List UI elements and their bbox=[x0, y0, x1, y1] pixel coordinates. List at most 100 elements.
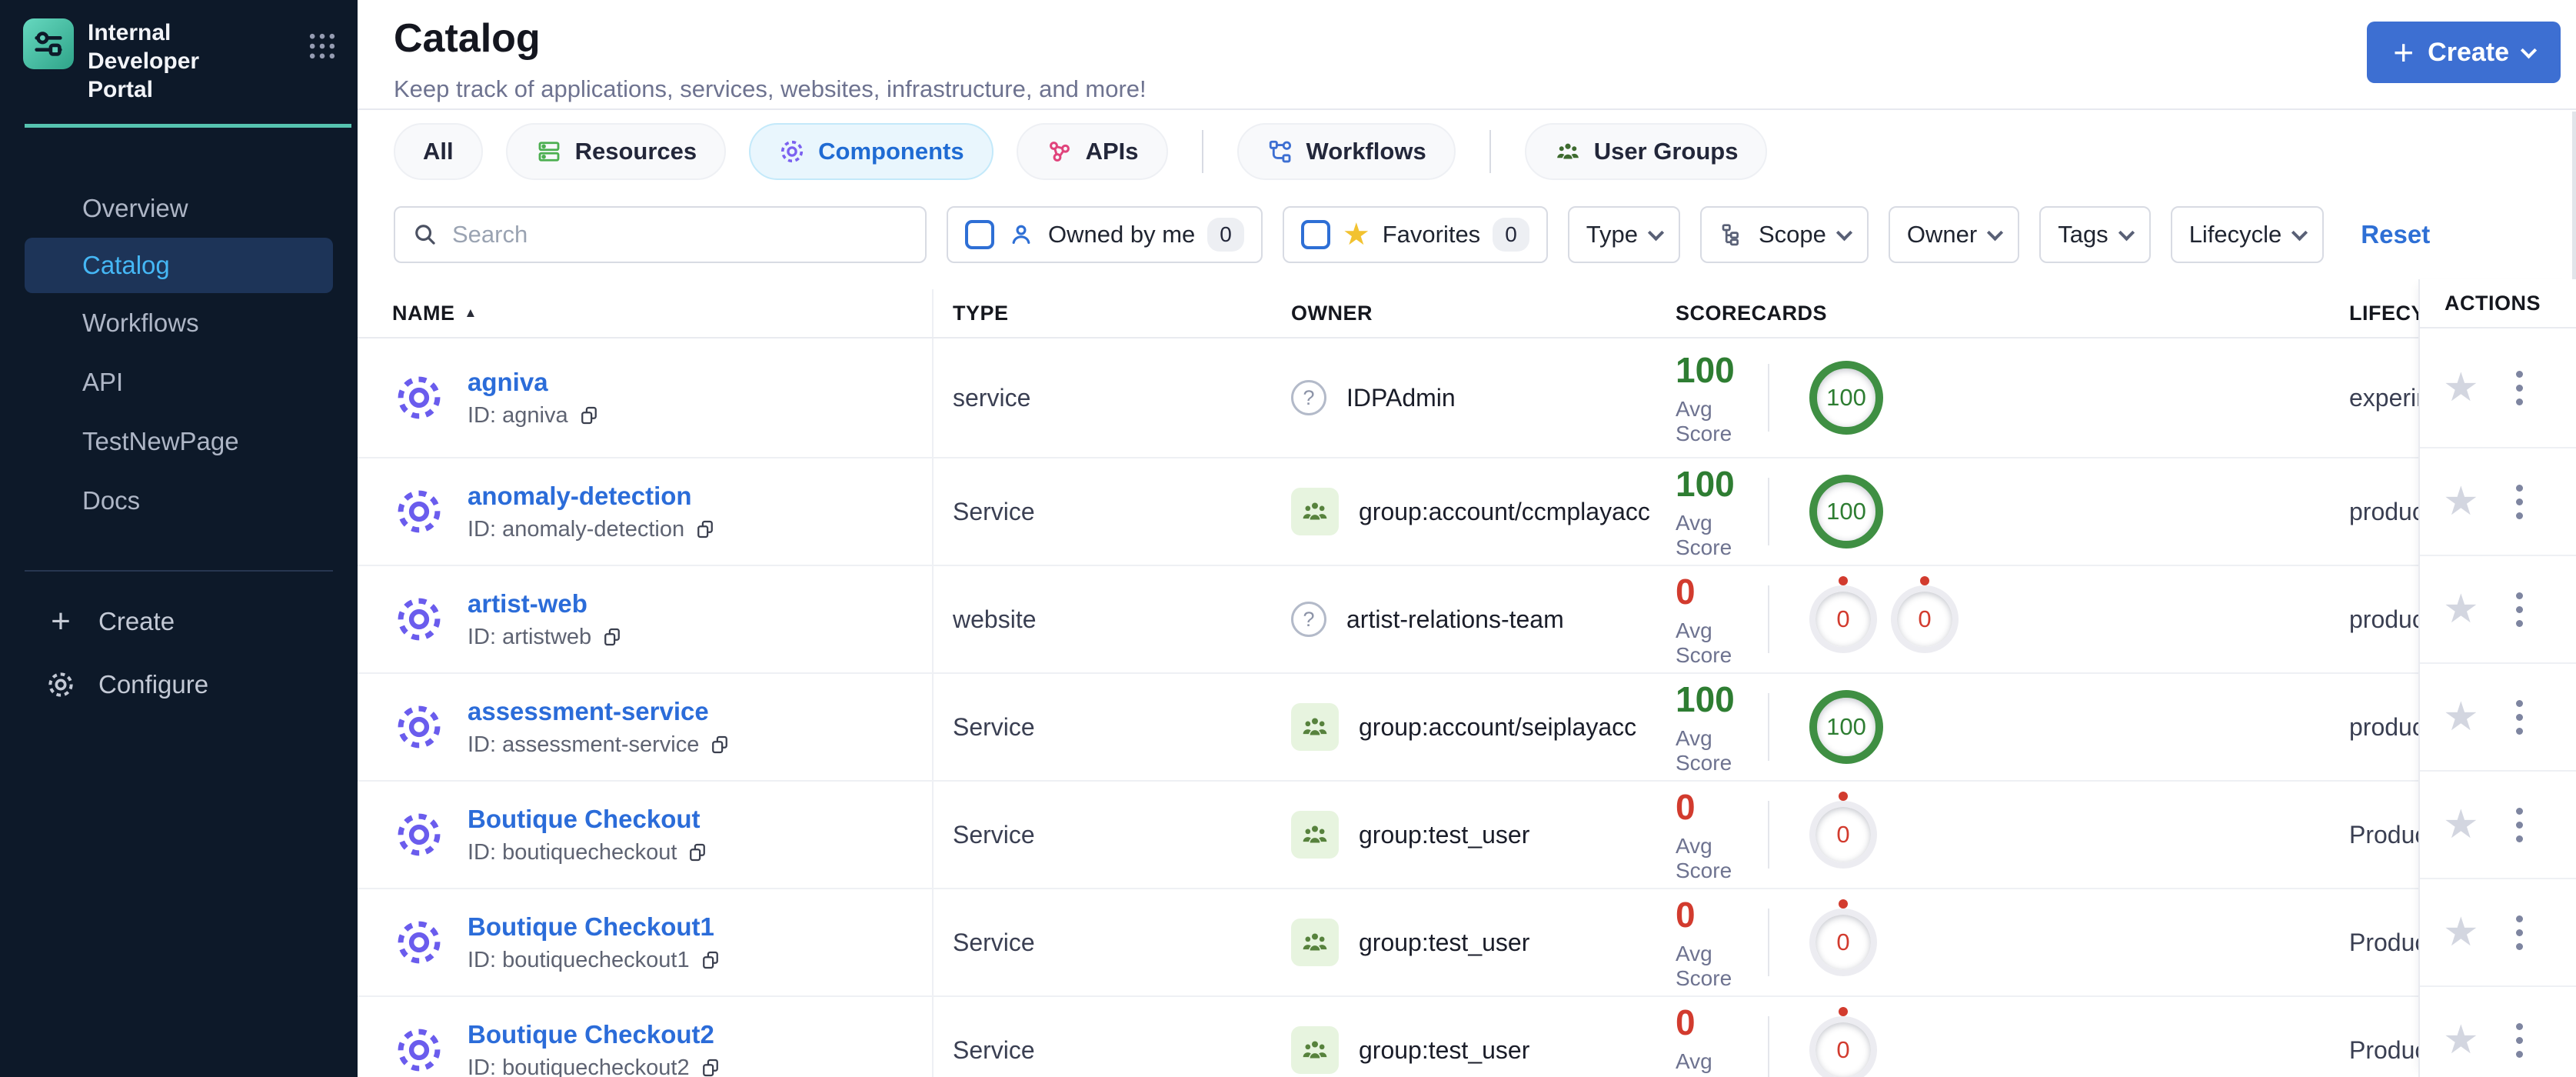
copy-icon[interactable] bbox=[601, 625, 624, 649]
entity-type: Service bbox=[953, 1035, 1035, 1064]
copy-icon[interactable] bbox=[699, 1056, 722, 1077]
sidebar-item-catalog[interactable]: Catalog bbox=[25, 238, 333, 293]
kebab-menu-icon[interactable] bbox=[2511, 911, 2528, 955]
search-box bbox=[394, 206, 927, 263]
dropdown-label: Owner bbox=[1906, 221, 1978, 248]
table-row[interactable]: artist-web ID: artistweb website artist-… bbox=[358, 566, 2576, 674]
lifecycle-dropdown[interactable]: Lifecycle bbox=[2170, 206, 2325, 263]
type-dropdown[interactable]: Type bbox=[1567, 206, 1680, 263]
tab-user-groups[interactable]: User Groups bbox=[1524, 123, 1768, 180]
scorecards-cell: 0 Avg Score 0 bbox=[1676, 1002, 2349, 1077]
kebab-menu-icon[interactable] bbox=[2511, 1019, 2528, 1062]
entity-name-link[interactable]: artist-web bbox=[468, 589, 587, 618]
scorecards-cell: 0 Avg Score 0 bbox=[1676, 894, 2349, 991]
table-row[interactable]: Boutique Checkout2 ID: boutiquecheckout2… bbox=[358, 997, 2576, 1077]
copy-icon[interactable] bbox=[694, 518, 717, 541]
sidebar-item-workflows[interactable]: Workflows bbox=[82, 308, 199, 337]
entity-name-link[interactable]: agniva bbox=[468, 367, 548, 396]
favorites-filter[interactable]: ★ Favorites 0 bbox=[1282, 206, 1548, 263]
scorecard-circle[interactable]: 0 bbox=[1809, 899, 1877, 976]
component-gear-icon bbox=[392, 808, 446, 862]
favorite-star-icon[interactable]: ★ bbox=[2443, 695, 2479, 739]
favorite-star-icon[interactable]: ★ bbox=[2443, 910, 2479, 955]
hierarchy-icon bbox=[1722, 224, 1739, 246]
copy-icon[interactable] bbox=[699, 949, 722, 972]
entity-name-link[interactable]: Boutique Checkout1 bbox=[468, 912, 714, 941]
favorite-star-icon[interactable]: ★ bbox=[2443, 1018, 2479, 1062]
app-logo-icon bbox=[23, 18, 74, 69]
scorecard-circle[interactable]: 0 bbox=[1809, 576, 1877, 653]
search-input[interactable] bbox=[452, 221, 910, 248]
kebab-menu-icon[interactable] bbox=[2511, 588, 2528, 632]
owned-by-me-checkbox[interactable] bbox=[965, 220, 994, 249]
chevron-down-icon bbox=[2118, 224, 2135, 241]
chevron-down-icon bbox=[2520, 42, 2538, 58]
entity-name-link[interactable]: anomaly-detection bbox=[468, 481, 692, 510]
favorite-star-icon[interactable]: ★ bbox=[2443, 365, 2479, 410]
tab-apis[interactable]: APIs bbox=[1016, 123, 1168, 180]
sidebar-item-docs[interactable]: Docs bbox=[82, 485, 141, 515]
entity-id: ID: anomaly-detection bbox=[468, 517, 717, 542]
sidebar-configure-button[interactable]: Configure bbox=[0, 653, 358, 716]
tabs-divider bbox=[1489, 130, 1491, 173]
chevron-down-icon bbox=[1647, 224, 1665, 241]
scope-dropdown[interactable]: Scope bbox=[1699, 206, 1869, 263]
kebab-menu-icon[interactable] bbox=[2511, 480, 2528, 524]
sidebar-item-testnewpage[interactable]: TestNewPage bbox=[82, 426, 239, 455]
row-actions: ★ bbox=[2420, 879, 2576, 987]
owned-by-me-label: Owned by me bbox=[1048, 221, 1196, 248]
sidebar-create-label: Create bbox=[98, 607, 175, 635]
avg-score-value: 0 bbox=[1676, 572, 1696, 612]
tab-workflows[interactable]: Workflows bbox=[1236, 123, 1456, 180]
row-actions: ★ bbox=[2420, 328, 2576, 448]
table-row[interactable]: agniva ID: agniva service IDPAdmin 100 bbox=[358, 338, 2576, 458]
tab-all[interactable]: All bbox=[394, 123, 483, 180]
column-header-scorecards: SCORECARDS bbox=[1676, 301, 1828, 325]
entity-name-link[interactable]: Boutique Checkout2 bbox=[468, 1019, 714, 1049]
entity-name-link[interactable]: assessment-service bbox=[468, 696, 709, 725]
kebab-menu-icon[interactable] bbox=[2511, 803, 2528, 847]
tab-label: APIs bbox=[1085, 138, 1139, 165]
component-gear-icon bbox=[392, 485, 446, 538]
table-row[interactable]: Boutique Checkout ID: boutiquecheckout S… bbox=[358, 782, 2576, 889]
owned-by-me-filter[interactable]: Owned by me 0 bbox=[947, 206, 1263, 263]
user-groups-icon bbox=[1556, 143, 1579, 159]
api-icon bbox=[1049, 142, 1070, 162]
favorite-star-icon[interactable]: ★ bbox=[2443, 479, 2479, 524]
favorite-star-icon[interactable]: ★ bbox=[2443, 802, 2479, 847]
entity-owner: group:test_user bbox=[1291, 811, 1676, 859]
entity-kind-tabs: All Resources Components bbox=[394, 122, 2576, 181]
scorecard-circle[interactable]: 100 bbox=[1809, 475, 1883, 549]
sidebar-create-button[interactable]: + Create bbox=[0, 590, 358, 653]
owner-dropdown[interactable]: Owner bbox=[1888, 206, 2020, 263]
reset-filters-link[interactable]: Reset bbox=[2361, 220, 2431, 248]
app-grid-icon[interactable] bbox=[305, 29, 339, 63]
favorites-checkbox[interactable] bbox=[1300, 220, 1330, 249]
tab-resources[interactable]: Resources bbox=[505, 123, 727, 180]
column-header-name[interactable]: NAME ▲ bbox=[358, 289, 934, 337]
entity-name-link[interactable]: Boutique Checkout bbox=[468, 804, 701, 833]
scorecard-circle[interactable]: 0 bbox=[1809, 792, 1877, 869]
table-row[interactable]: assessment-service ID: assessment-servic… bbox=[358, 674, 2576, 782]
avg-score-label: Avg Score bbox=[1676, 397, 1732, 445]
scorecard-circle[interactable]: 0 bbox=[1891, 576, 1959, 653]
score-divider bbox=[1768, 693, 1769, 761]
copy-icon[interactable] bbox=[686, 841, 709, 864]
favorite-star-icon[interactable]: ★ bbox=[2443, 587, 2479, 632]
copy-icon[interactable] bbox=[708, 733, 731, 756]
sidebar-item-overview[interactable]: Overview bbox=[82, 193, 188, 222]
kebab-menu-icon[interactable] bbox=[2511, 695, 2528, 739]
scorecard-circle[interactable]: 100 bbox=[1809, 690, 1883, 764]
create-button[interactable]: + Create bbox=[2367, 22, 2561, 83]
copy-icon[interactable] bbox=[577, 404, 601, 427]
scorecards-cell: 100 Avg Score 100 bbox=[1676, 679, 2349, 775]
tags-dropdown[interactable]: Tags bbox=[2039, 206, 2151, 263]
scorecards-cell: 0 Avg Score 0 bbox=[1676, 786, 2349, 883]
sidebar-item-api[interactable]: API bbox=[82, 367, 124, 396]
scorecard-circle[interactable]: 0 bbox=[1809, 1007, 1877, 1077]
table-row[interactable]: Boutique Checkout1 ID: boutiquecheckout1… bbox=[358, 889, 2576, 997]
scorecard-circle[interactable]: 100 bbox=[1809, 361, 1883, 435]
table-row[interactable]: anomaly-detection ID: anomaly-detection … bbox=[358, 458, 2576, 566]
kebab-menu-icon[interactable] bbox=[2511, 366, 2528, 410]
tab-components[interactable]: Components bbox=[749, 123, 993, 180]
